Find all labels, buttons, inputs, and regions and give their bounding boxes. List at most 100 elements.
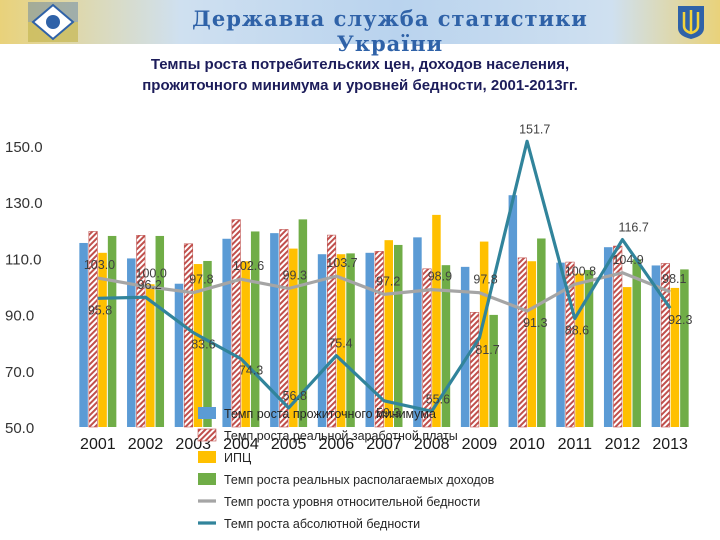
data-labels-group: 103.0 100.0 97.8 102.6 99.3 103.7 97.2 98.9 97.8… [84,122,693,420]
bar-1-2008 [422,268,432,428]
data-label: 81.7 [475,343,499,357]
y-tick-label: 70.0 [5,364,34,381]
y-axis: 50.0 70.0 90.0 110.0 130.0 150.0 [5,139,43,437]
bar-2-2008 [432,214,441,427]
data-label: 56.8 [283,389,307,403]
x-tick-label: 2004 [223,436,259,453]
bar-2-2006 [336,254,346,427]
bar-3-2003 [203,260,212,427]
bar-2-2003 [193,264,203,427]
bar-3-2008 [441,265,451,427]
data-label: 74.3 [239,364,263,378]
chart-title: Темпы роста потребительских цен, доходов… [40,54,680,96]
legend-label: Темп роста реальной заработной платы [224,429,458,443]
x-tick-label: 2005 [271,436,307,453]
bar-series-group [79,195,689,428]
data-label: 96.2 [138,278,162,292]
data-label: 91.3 [523,316,547,330]
bar-2-2010 [527,261,537,427]
bar-3-2010 [537,238,546,427]
bar-0-2007 [365,252,374,427]
bar-2-2007 [384,240,393,427]
data-label: 97.2 [376,274,400,288]
data-label: 88.6 [565,324,589,338]
data-label: 116.7 [618,221,648,235]
bar-0-2001 [79,242,88,427]
data-label: 98.1 [662,272,686,286]
data-label: 100.8 [565,264,596,278]
x-tick-label: 2008 [414,436,450,453]
bar-2-2009 [479,241,489,427]
data-label: 75.4 [328,337,352,351]
data-label: 55.6 [426,392,450,406]
bar-3-2004 [250,231,260,427]
data-label: 99.3 [283,268,307,282]
legend-label: Темп роста реальных располагаемых доходо… [224,473,495,487]
bar-0-2006 [317,254,327,427]
bar-1-2010 [517,257,527,428]
bar-0-2003 [174,283,184,427]
bar-1-2007 [374,251,384,428]
bar-2-2011 [575,273,584,427]
y-tick-label: 90.0 [5,308,34,325]
legend-label: ИПЦ [224,451,252,465]
y-tick-label: 150.0 [5,139,43,156]
bar-0-2012 [603,247,613,427]
bar-1-2005 [279,229,289,428]
legend: Темп роста прожиточного минимума Темп рос… [197,407,495,531]
bar-1-2013 [660,263,670,428]
bar-3-2009 [489,314,498,427]
bar-3-2013 [680,269,689,427]
trident-emblem-icon [678,6,704,39]
header-banner: Державна служба статистики України [0,0,720,56]
y-tick-label: 130.0 [5,195,43,212]
chart-title-line-2: прожиточного минимума и уровней бедности… [142,77,578,94]
data-label: 95.8 [88,303,112,317]
x-tick-label: 2002 [128,436,164,453]
x-tick-label: 2006 [319,436,355,453]
bar-3-2012 [632,259,641,427]
legend-swatch-2 [198,451,216,463]
legend-label: Темп роста уровня относительной бедности [224,495,480,509]
bar-1-2003 [183,243,194,428]
bar-1-2001 [88,231,98,428]
x-axis: 2001 2002 2003 2004 2005 2006 2007 2008 2009 2010… [80,436,688,453]
bar-3-2011 [584,269,594,427]
y-tick-label: 50.0 [5,420,34,437]
bar-2-2012 [622,287,632,427]
data-label: 97.8 [189,273,213,287]
x-tick-label: 2010 [509,436,545,453]
bar-0-2008 [413,237,422,427]
line-series-group [97,139,672,413]
bar-2-2013 [670,287,680,427]
x-tick-label: 2007 [366,436,402,453]
data-label: 83.6 [191,338,215,352]
bar-3-2002 [155,235,165,427]
legend-label: Темп роста абсолютной бедности [224,517,420,531]
legend-label: Темп роста прожиточного минимума [224,407,436,421]
bar-1-2009 [470,312,480,428]
data-label: 92.3 [668,313,692,327]
data-label: 103.7 [326,256,357,270]
data-label: 104.9 [612,253,643,267]
x-tick-label: 2012 [605,436,641,453]
bar-0-2010 [508,195,518,427]
data-label: 98.9 [428,270,452,284]
bar-0-2002 [127,258,136,427]
data-label: 102.6 [233,259,264,273]
line-series-1 [97,139,672,413]
bar-0-2009 [460,266,470,427]
data-label: 100.0 [136,267,167,281]
bar-0-2005 [270,233,279,427]
data-label: 97.8 [473,273,497,287]
y-tick-label: 110.0 [5,251,41,268]
agency-title: Державна служба статистики України [192,6,588,56]
bar-2-2004 [241,261,250,427]
bar-3-2006 [346,253,355,427]
legend-swatch-3 [198,473,216,485]
bar-3-2007 [394,244,403,427]
bar-1-2002 [136,235,146,428]
bar-2-2005 [289,248,298,427]
x-tick-label: 2011 [558,436,593,453]
